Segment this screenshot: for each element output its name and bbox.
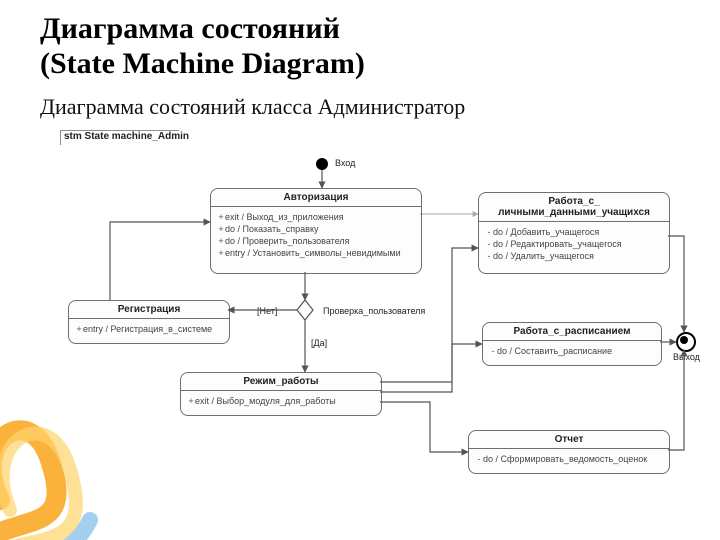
state-reg-title: Регистрация (69, 301, 229, 319)
state-personal: Работа_с_ личными_данными_учащихся -do /… (478, 192, 670, 274)
state-report-title: Отчет (469, 431, 669, 449)
final-label: Выход (672, 352, 701, 362)
title-line1: Диаграмма состояний (40, 12, 340, 45)
state-auth-body: +exit / Выход_из_приложения +do / Показа… (211, 207, 421, 264)
state-mode-title: Режим_работы (181, 373, 381, 391)
state-mode: Режим_работы +exit / Выбор_модуля_для_ра… (180, 372, 382, 416)
state-auth: Авторизация +exit / Выход_из_приложения … (210, 188, 422, 274)
state-schedule: Работа_с_расписанием -do / Составить_рас… (482, 322, 662, 366)
guard-no: [Нет] (256, 306, 278, 316)
initial-state-icon (316, 158, 328, 170)
state-reg: Регистрация +entry / Регистрация_в_систе… (68, 300, 230, 344)
state-reg-body: +entry / Регистрация_в_системе (69, 319, 229, 339)
state-personal-title: Работа_с_ личными_данными_учащихся (479, 193, 669, 222)
state-report: Отчет -do / Сформировать_ведомость_оцено… (468, 430, 670, 474)
frame-label: stm State machine_Admin (64, 131, 189, 142)
decor-swirl (0, 320, 200, 540)
page-title: Диаграмма состояний (State Machine Diagr… (40, 12, 365, 81)
state-personal-body: -do / Добавить_учащегося -do / Редактиро… (479, 222, 669, 266)
guard-yes: [Да] (310, 338, 328, 348)
state-auth-title: Авторизация (211, 189, 421, 207)
transition-check: Проверка_пользователя (322, 306, 426, 316)
initial-label: Вход (334, 158, 356, 168)
final-state-inner (680, 336, 688, 344)
state-schedule-body: -do / Составить_расписание (483, 341, 661, 361)
subtitle: Диаграмма состояний класса Администратор (40, 94, 465, 120)
state-schedule-title: Работа_с_расписанием (483, 323, 661, 341)
state-mode-body: +exit / Выбор_модуля_для_работы (181, 391, 381, 411)
title-line2: (State Machine Diagram) (40, 47, 365, 80)
state-report-body: -do / Сформировать_ведомость_оценок (469, 449, 669, 469)
